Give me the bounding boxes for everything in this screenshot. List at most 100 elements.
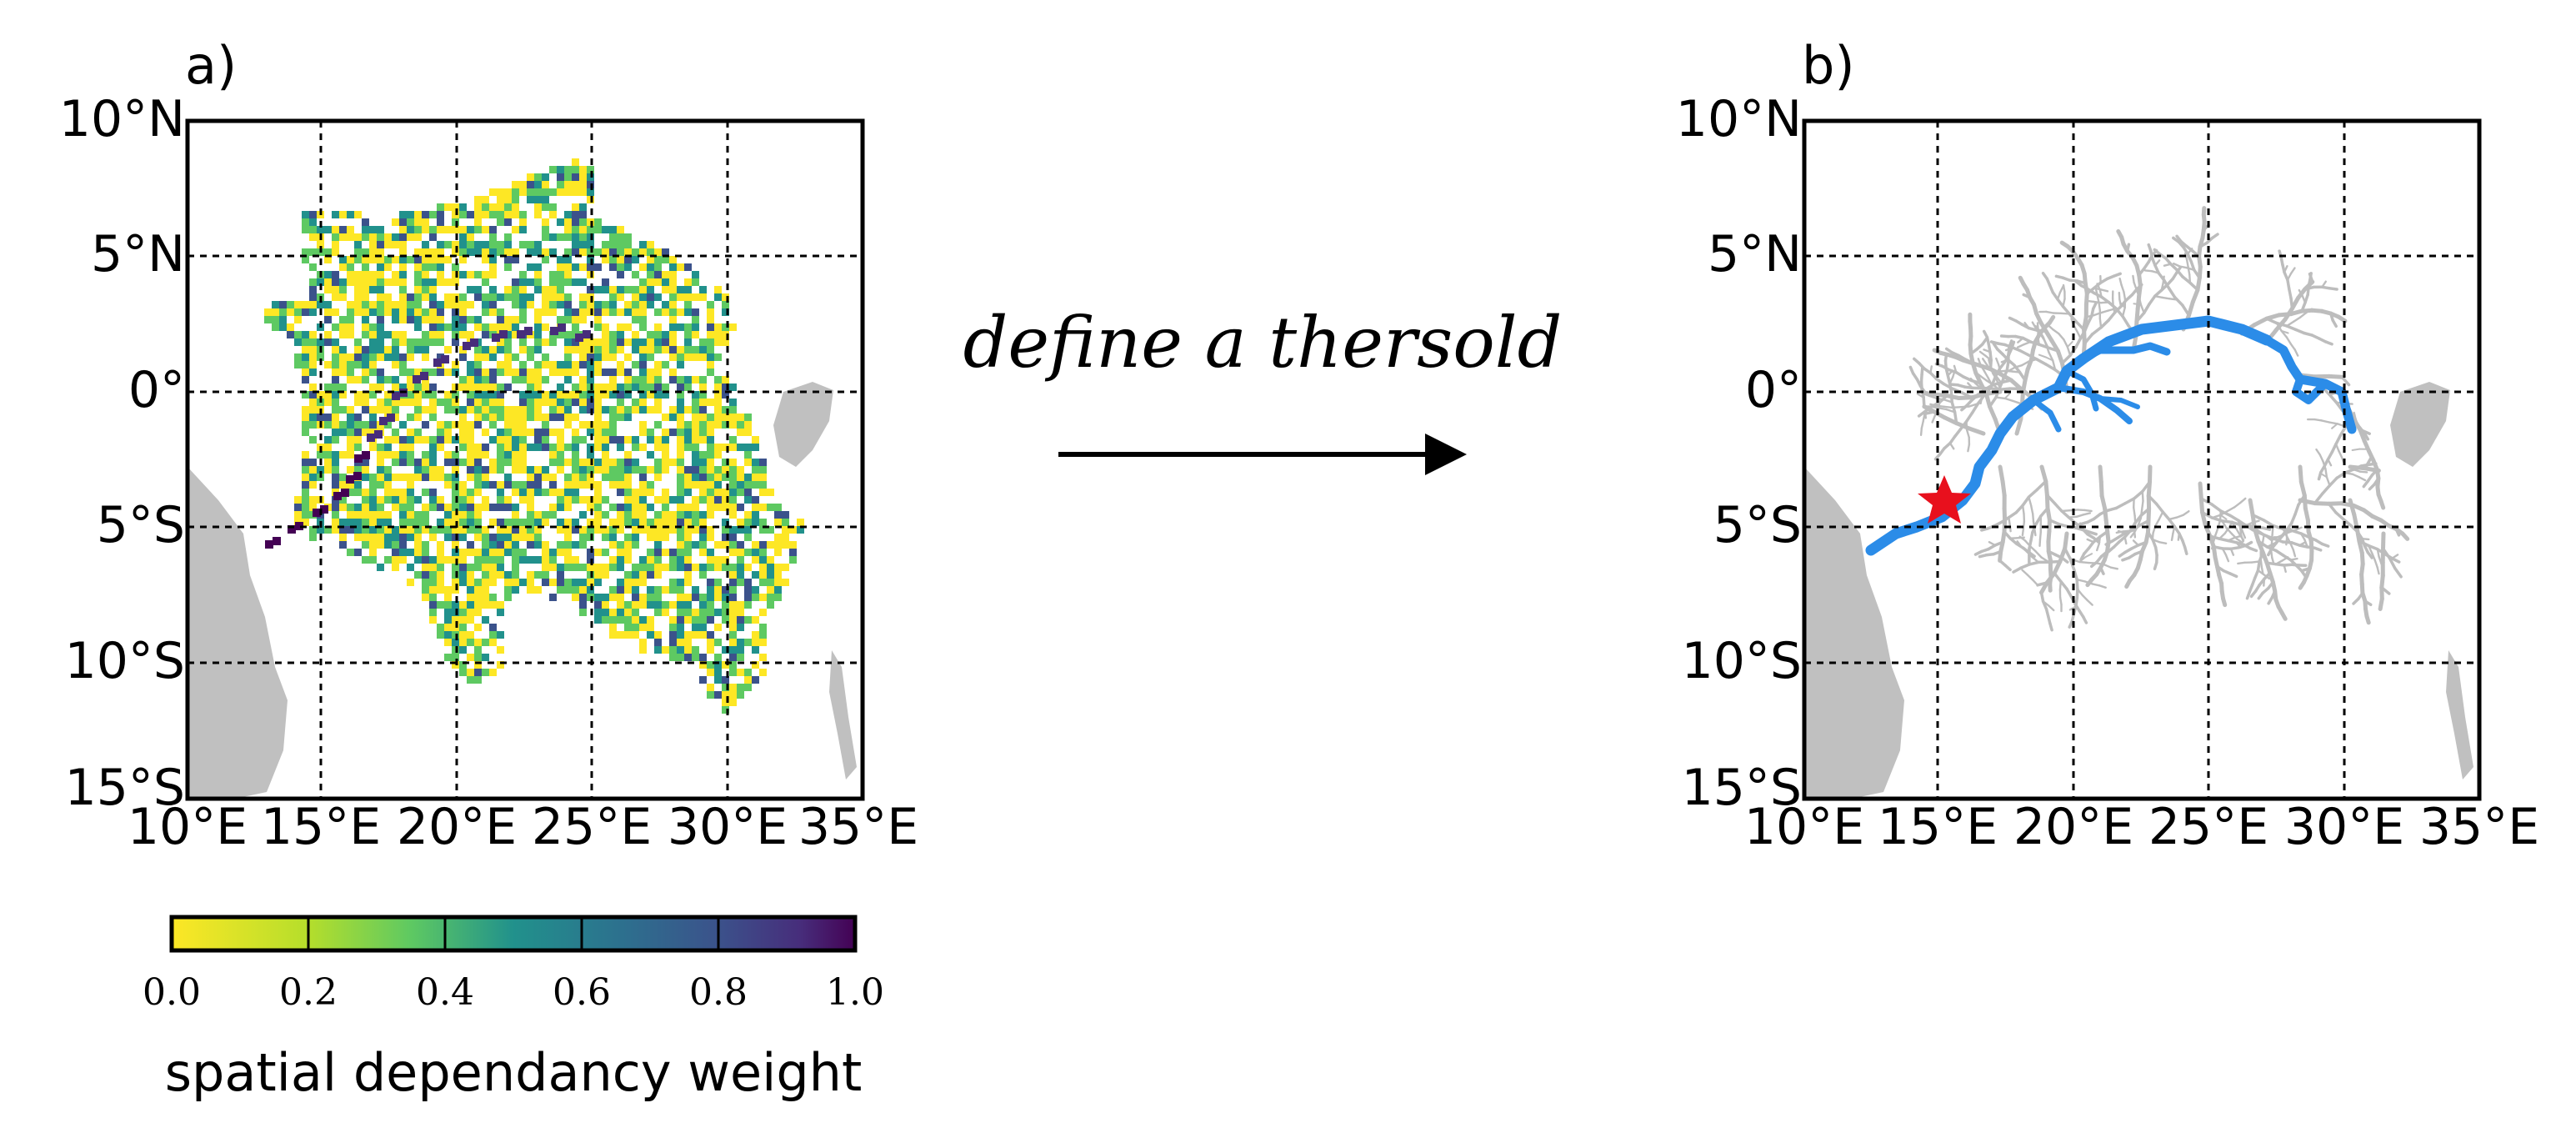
weight-cell [407, 399, 414, 406]
weight-cell [497, 406, 504, 414]
river-segment [2109, 566, 2119, 570]
river-segment [2038, 538, 2042, 547]
weight-cell [482, 594, 489, 601]
river-segment [2362, 479, 2369, 489]
weight-cell [714, 421, 722, 429]
weight-cell [392, 549, 399, 556]
weight-cell [414, 534, 422, 541]
weight-cell [684, 631, 692, 639]
weight-cell [384, 293, 392, 301]
river-segment [2366, 550, 2373, 559]
weight-cell [662, 384, 669, 391]
river-segment [2099, 309, 2109, 314]
weight-cell [444, 256, 452, 263]
weight-cell [654, 586, 662, 594]
weight-cell [527, 188, 534, 196]
weight-cell [392, 331, 399, 338]
weight-cell [527, 301, 534, 308]
weight-cell [512, 256, 519, 263]
river-segment [1991, 384, 2001, 391]
weight-cell [572, 203, 579, 211]
weight-cell [429, 399, 437, 406]
weight-cell [512, 368, 519, 376]
weight-cell [384, 308, 392, 316]
weight-cell [324, 451, 332, 459]
weight-cell [489, 346, 497, 353]
weight-cell [624, 384, 632, 391]
weight-cell [729, 661, 737, 669]
river-segment [1945, 408, 1956, 414]
weight-cell [302, 376, 309, 384]
weight-cell [594, 601, 602, 609]
weight-cell [362, 218, 369, 226]
river-segment [2118, 550, 2127, 558]
weight-cell [722, 323, 729, 331]
weight-cell [639, 429, 647, 436]
weight-cell [414, 466, 422, 474]
weight-cell [504, 549, 512, 556]
panel-b-lon-tick-15e: 15°E [1878, 798, 1998, 856]
river-segment [2323, 340, 2333, 346]
weight-cell [722, 609, 729, 616]
river-segment [2039, 590, 2045, 604]
weight-cell [497, 399, 504, 406]
weight-cell [564, 444, 572, 451]
weight-cell [639, 376, 647, 384]
weight-cell [474, 466, 482, 474]
weight-cell [669, 308, 677, 316]
weight-cell [474, 414, 482, 421]
weight-cell [572, 519, 579, 526]
weight-cell [579, 534, 587, 541]
weight-cell [609, 241, 617, 248]
colorbar-gradient [169, 915, 858, 953]
weight-cell [744, 511, 752, 519]
river-segment [1917, 409, 1927, 418]
weight-cell [302, 256, 309, 263]
river-segment [2237, 561, 2246, 565]
weight-cell [302, 511, 309, 519]
river-segment [2353, 411, 2357, 420]
weight-cell [437, 579, 444, 586]
weight-cell [684, 534, 692, 541]
weight-cell [309, 436, 317, 444]
river-segment [1967, 426, 1986, 436]
weight-cell [474, 368, 482, 376]
weight-cell [489, 601, 497, 609]
weight-cell [617, 549, 624, 556]
weight-cell [639, 444, 647, 451]
weight-cell [602, 459, 609, 466]
weight-cell [444, 631, 452, 639]
weight-cell [564, 368, 572, 376]
weight-cell [602, 564, 609, 571]
river-segment [1992, 342, 1999, 351]
weight-cell [369, 556, 377, 564]
weight-cell [572, 391, 579, 399]
weight-cell [647, 248, 654, 256]
weight-cell [354, 233, 362, 241]
weight-cell [354, 436, 362, 444]
weight-cell [362, 361, 369, 368]
river-segment [2263, 578, 2266, 587]
weight-cell [399, 316, 407, 323]
weight-cell [729, 406, 737, 414]
weight-cell [377, 504, 384, 511]
weight-cell [467, 248, 474, 256]
weight-cell [504, 429, 512, 436]
weight-cell [759, 526, 767, 534]
weight-cell [459, 661, 467, 669]
weight-cell [737, 481, 744, 489]
weight-cell [609, 616, 617, 624]
weight-cell [632, 308, 639, 316]
weight-cell [737, 579, 744, 586]
weight-cell [677, 451, 684, 459]
weight-cell [482, 534, 489, 541]
weight-cell [512, 586, 519, 594]
weight-cell [542, 301, 549, 308]
weight-cell [677, 376, 684, 384]
river-segment [2119, 301, 2126, 309]
weight-cell [564, 489, 572, 496]
weight-cell [632, 601, 639, 609]
weight-cell [317, 353, 324, 361]
weight-cell [654, 496, 662, 504]
river-segment [2238, 497, 2247, 504]
